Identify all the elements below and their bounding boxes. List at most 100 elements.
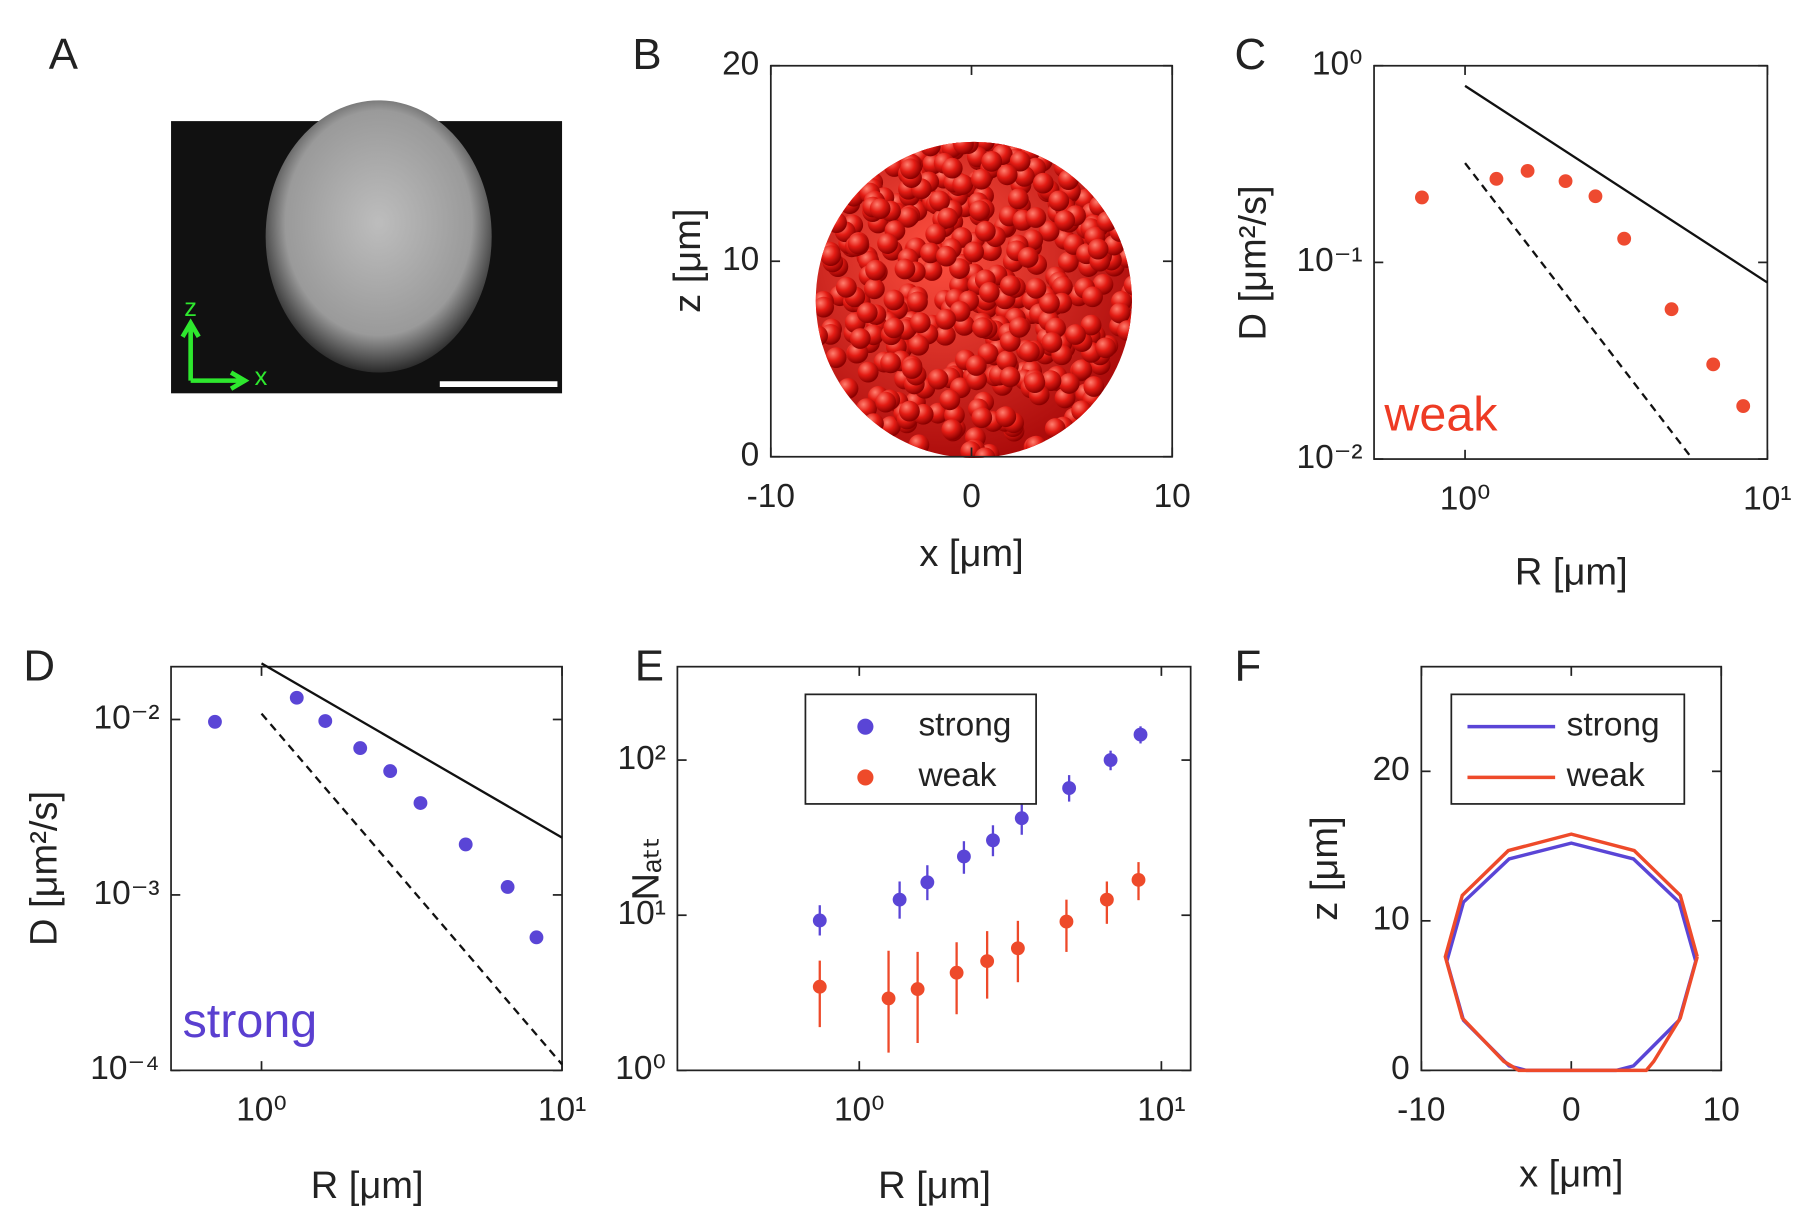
bead xyxy=(1065,324,1086,345)
bead xyxy=(1038,220,1060,242)
bead xyxy=(901,358,923,379)
bead xyxy=(1096,211,1118,232)
panel-letter: B xyxy=(632,30,661,79)
bead xyxy=(1057,251,1079,273)
bead xyxy=(1052,276,1073,297)
point xyxy=(1558,174,1573,189)
bead xyxy=(908,434,930,456)
bead xyxy=(864,278,885,300)
bead xyxy=(920,141,941,157)
x-tick-label: 0 xyxy=(962,478,981,515)
bead xyxy=(978,281,1000,303)
point xyxy=(1103,753,1118,767)
bead xyxy=(869,198,891,220)
point xyxy=(1133,727,1148,742)
bead xyxy=(1025,277,1047,299)
bead xyxy=(880,352,901,374)
y-tick-label: 0 xyxy=(1391,1050,1410,1087)
bead xyxy=(815,296,835,318)
bead xyxy=(1007,188,1029,210)
x-axis-label: x [μm] xyxy=(1519,1154,1623,1196)
bead xyxy=(1025,435,1047,457)
legend-label: strong xyxy=(1567,706,1660,743)
point xyxy=(1059,914,1074,929)
panel-letter: A xyxy=(49,30,79,79)
legend-label: weak xyxy=(917,757,996,794)
point xyxy=(812,979,827,994)
x-axis-label: R [μm] xyxy=(878,1165,991,1207)
bead xyxy=(995,406,1017,428)
point xyxy=(1588,189,1603,204)
x-tick-label: 0 xyxy=(1562,1092,1581,1129)
bead xyxy=(815,325,829,347)
bead xyxy=(952,174,974,195)
legend-label: strong xyxy=(918,706,1011,743)
bead xyxy=(974,447,996,458)
point xyxy=(1520,163,1535,178)
x-tick-label: 10⁰ xyxy=(1440,480,1491,517)
y-tick-label: 10¹ xyxy=(618,895,666,932)
x-tick-label: 10¹ xyxy=(1743,480,1791,517)
x-tick-label: 10 xyxy=(1703,1092,1740,1129)
bead xyxy=(941,419,963,441)
profile-line xyxy=(1443,832,1699,1073)
arrow-label: x xyxy=(255,363,268,391)
bead xyxy=(883,289,905,311)
bead xyxy=(1082,286,1103,308)
bead xyxy=(981,150,1003,172)
point xyxy=(980,954,995,969)
point xyxy=(1131,872,1146,887)
y-axis-label: z [μm] xyxy=(1304,816,1346,920)
x-tick-label: 10¹ xyxy=(538,1092,586,1129)
annotation: weak xyxy=(1383,387,1498,441)
reference-line xyxy=(260,712,563,1066)
bead xyxy=(849,328,871,349)
legend-box xyxy=(1450,693,1686,805)
bead xyxy=(877,233,898,254)
bead xyxy=(908,334,930,356)
bead xyxy=(897,206,919,228)
panel-letter: F xyxy=(1234,642,1261,691)
point xyxy=(1010,941,1025,956)
bead xyxy=(970,168,992,190)
bead xyxy=(1095,337,1117,359)
point xyxy=(949,965,964,980)
point xyxy=(383,764,398,779)
bead xyxy=(972,317,993,339)
bead xyxy=(837,378,859,399)
bead xyxy=(927,368,949,390)
y-tick-label: 10⁰ xyxy=(1312,46,1363,83)
bead xyxy=(1017,247,1039,268)
y-axis-label: D [μm²/s] xyxy=(1232,185,1274,340)
bead xyxy=(1025,207,1047,228)
bead xyxy=(883,317,905,339)
y-tick-label: 10⁰ xyxy=(615,1050,666,1087)
bead xyxy=(1116,320,1132,341)
bead xyxy=(999,275,1021,296)
point xyxy=(500,880,515,894)
y-tick-label: 10 xyxy=(722,241,759,278)
y-tick-label: 10² xyxy=(618,740,666,777)
bead xyxy=(949,258,970,279)
point xyxy=(920,875,935,890)
bead xyxy=(920,242,941,264)
bead xyxy=(937,207,959,229)
axes-box xyxy=(170,665,563,1072)
bead xyxy=(820,245,842,267)
reference-line xyxy=(260,662,563,839)
point xyxy=(1099,892,1114,907)
bead xyxy=(921,260,943,281)
axes-box xyxy=(676,665,1192,1072)
point xyxy=(1664,302,1679,317)
bead xyxy=(996,350,1018,372)
y-axis-label: z [μm] xyxy=(667,208,709,312)
bead xyxy=(894,258,916,280)
bead xyxy=(1054,210,1076,231)
y-tick-label: 20 xyxy=(722,46,759,83)
y-tick-label: 10⁻¹ xyxy=(1297,242,1363,279)
bead xyxy=(1087,238,1109,260)
bead xyxy=(999,366,1021,388)
bead xyxy=(963,241,984,263)
arrow-label: z xyxy=(184,294,197,322)
